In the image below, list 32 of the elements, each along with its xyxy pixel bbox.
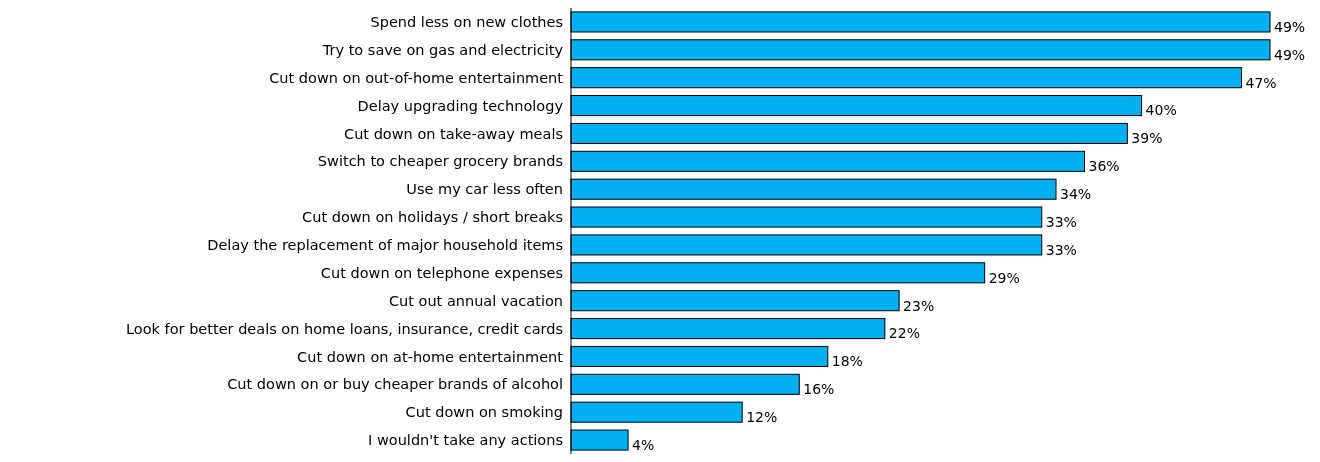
y-tick-label: Cut down on take-away meals (344, 125, 563, 142)
y-tick-label: Use my car less often (406, 181, 563, 198)
data-label: 39% (1131, 130, 1163, 147)
data-label: 34% (1060, 186, 1092, 203)
data-label: 40% (1145, 102, 1177, 119)
data-label: 23% (903, 297, 935, 314)
data-label: 33% (1045, 213, 1077, 230)
data-label: 22% (888, 325, 920, 342)
y-tick-label: Delay the replacement of major household items (207, 237, 563, 254)
y-tick-label: Spend less on new clothes (370, 14, 563, 31)
data-label: 18% (831, 353, 863, 370)
y-tick-label: Try to save on gas and electricity (321, 41, 564, 58)
y-tick-label: Cut out annual vacation (388, 292, 563, 309)
y-tick-label: Cut down on telephone expenses (320, 264, 563, 281)
data-label: 49% (1274, 46, 1306, 63)
y-tick-label: Look for better deals on home loans, insurance, credit cards (126, 320, 563, 337)
data-label: 36% (1088, 158, 1120, 175)
y-tick-label: Cut down on or buy cheaper brands of alcohol (227, 376, 563, 393)
data-label: 49% (1274, 18, 1306, 35)
data-label: 33% (1045, 241, 1077, 258)
data-label: 16% (803, 381, 835, 398)
y-tick-label: Switch to cheaper grocery brands (317, 153, 563, 170)
y-tick-label: Cut down on smoking (405, 404, 563, 421)
data-label: 4% (632, 436, 655, 453)
y-tick-label: Cut down on out-of-home entertainment (269, 69, 564, 86)
y-tick-label: Delay upgrading technology (357, 97, 564, 114)
y-tick-label: Cut down on holidays / short breaks (302, 209, 563, 226)
data-label: 29% (988, 269, 1020, 286)
y-tick-label: I wouldn't take any actions (368, 432, 563, 449)
data-label: 12% (746, 409, 778, 426)
data-label: 47% (1245, 74, 1277, 91)
y-tick-label: Cut down on at-home entertainment (297, 348, 564, 365)
